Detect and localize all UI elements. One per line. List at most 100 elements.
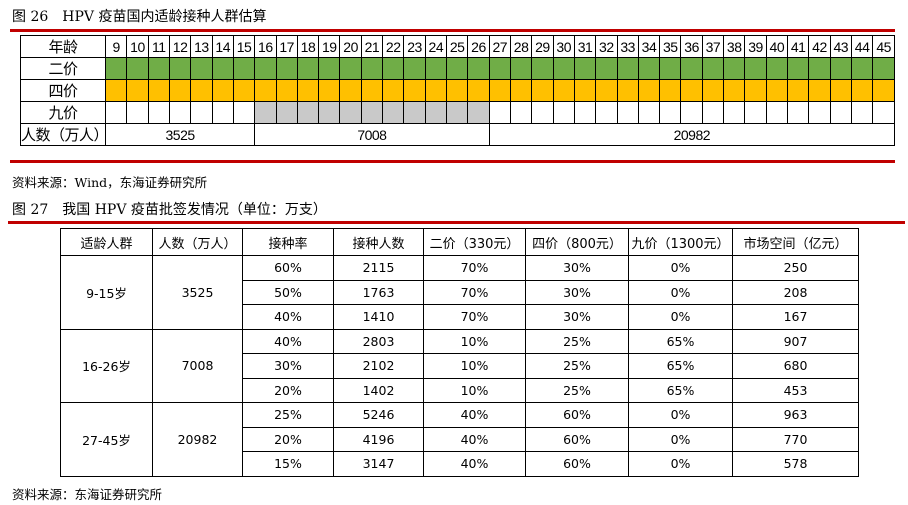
bivalent-cell — [403, 57, 426, 80]
age-cell: 38 — [723, 35, 746, 58]
data-cell: 208 — [732, 279, 859, 305]
age-cell: 40 — [765, 35, 789, 58]
age-cell: 39 — [744, 35, 767, 58]
data-cell: 10% — [423, 328, 526, 354]
age-group-cell: 16-26岁 — [60, 328, 153, 403]
quadrivalent-cell — [872, 79, 895, 102]
nonavalent-cell — [403, 101, 426, 124]
bivalent-cell — [765, 57, 789, 80]
data-cell: 4196 — [333, 426, 424, 452]
nonavalent-cell — [701, 101, 725, 124]
age-cell: 31 — [573, 35, 597, 58]
quadrivalent-cell — [126, 79, 149, 102]
row-label-nonavalent: 九价 — [20, 101, 106, 124]
quadrivalent-cell — [296, 79, 320, 102]
data-cell: 0% — [628, 304, 733, 330]
age-cell: 20 — [339, 35, 362, 58]
divider — [10, 29, 895, 32]
data-cell: 40% — [423, 451, 526, 477]
table-row: 15% 3147 40% 60% 0% 578 — [61, 451, 859, 477]
data-cell: 10% — [423, 377, 526, 403]
bivalent-cell — [275, 57, 298, 80]
header-cell: 适龄人群 — [60, 228, 153, 256]
age-cell: 41 — [786, 35, 810, 58]
bivalent-cell — [680, 57, 703, 80]
data-cell: 60% — [525, 402, 629, 428]
quadrivalent-cell — [765, 79, 789, 102]
age-cell: 27 — [488, 35, 511, 58]
header-cell: 九价（1300元） — [628, 228, 733, 256]
nonavalent-cell — [616, 101, 639, 124]
quadrivalent-cell — [573, 79, 597, 102]
bivalent-cell — [637, 57, 661, 80]
hpv-batch-release-table: 适龄人群 人数（万人） 接种率 接种人数 二价（330元） 四价（800元） 九价（1300… — [60, 228, 859, 477]
table-row: 20% 1402 10% 25% 65% 453 — [61, 377, 859, 403]
data-cell: 40% — [423, 402, 526, 428]
divider — [10, 160, 895, 163]
data-cell: 20% — [242, 426, 334, 452]
nonavalent-cell — [318, 101, 341, 124]
age-cell: 11 — [147, 35, 170, 58]
bivalent-cell — [232, 57, 256, 80]
nonavalent-cell — [254, 101, 277, 124]
population-cell: 7008 — [152, 328, 243, 403]
bivalent-cell — [445, 57, 469, 80]
age-cell: 12 — [168, 35, 192, 58]
data-cell: 2803 — [333, 328, 424, 354]
data-cell: 30% — [525, 279, 629, 305]
bivalent-cell — [573, 57, 597, 80]
data-cell: 25% — [242, 402, 334, 428]
data-cell: 1402 — [333, 377, 424, 403]
data-cell: 0% — [628, 279, 733, 305]
data-cell: 70% — [423, 255, 526, 281]
table-row: 27-45岁 20982 25% 5246 40% 60% 0% 963 — [60, 402, 859, 477]
age-cell: 33 — [616, 35, 639, 58]
data-cell: 2115 — [333, 255, 424, 281]
nonavalent-cell — [211, 101, 234, 124]
quadrivalent-cell — [190, 79, 213, 102]
table-row: 40% 1410 70% 30% 0% 167 — [61, 304, 859, 330]
age-cell: 45 — [872, 35, 895, 58]
population-cell: 3525 — [152, 255, 243, 330]
age-cell: 10 — [126, 35, 149, 58]
bivalent-cell — [786, 57, 810, 80]
quadrivalent-cell — [382, 79, 405, 102]
data-cell: 680 — [732, 353, 859, 379]
table-row: 9-15岁 3525 60% 2115 70% 30% 0% 250 — [60, 255, 859, 330]
quadrivalent-cell — [659, 79, 682, 102]
nonavalent-cell — [531, 101, 554, 124]
data-cell: 0% — [628, 255, 733, 281]
data-cell: 30% — [525, 304, 629, 330]
data-cell: 963 — [732, 402, 859, 428]
nonavalent-cell — [786, 101, 810, 124]
age-cell: 42 — [808, 35, 831, 58]
figure-26-source: 资料来源：Wind，东海证券研究所 — [12, 175, 208, 190]
data-cell: 907 — [732, 328, 859, 354]
age-cell: 37 — [701, 35, 725, 58]
data-cell: 0% — [628, 451, 733, 477]
nonavalent-cell — [509, 101, 533, 124]
nonavalent-cell — [104, 101, 128, 124]
nonavalent-cell — [680, 101, 703, 124]
data-cell: 25% — [525, 377, 629, 403]
nonavalent-cell — [850, 101, 874, 124]
data-cell: 25% — [525, 353, 629, 379]
bivalent-cell — [467, 57, 490, 80]
data-cell: 15% — [242, 451, 334, 477]
nonavalent-cell — [424, 101, 448, 124]
data-cell: 453 — [732, 377, 859, 403]
nonavalent-cell — [190, 101, 213, 124]
bivalent-cell — [659, 57, 682, 80]
age-cell: 18 — [296, 35, 320, 58]
data-cell: 70% — [423, 304, 526, 330]
bivalent-cell — [382, 57, 405, 80]
bivalent-cell — [339, 57, 362, 80]
data-cell: 40% — [423, 426, 526, 452]
quadrivalent-cell — [424, 79, 448, 102]
nonavalent-cell — [296, 101, 320, 124]
quadrivalent-cell — [509, 79, 533, 102]
bivalent-cell — [531, 57, 554, 80]
quadrivalent-cell — [104, 79, 128, 102]
data-cell: 65% — [628, 377, 733, 403]
bivalent-cell — [190, 57, 213, 80]
